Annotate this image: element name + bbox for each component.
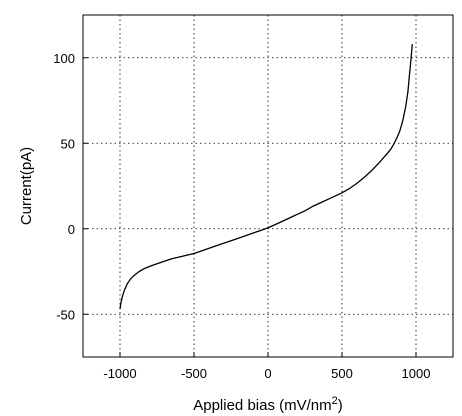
- y-tick-label: 0: [68, 222, 75, 237]
- x-tick-label: -1000: [103, 366, 136, 381]
- y-axis-label: Current(pA): [18, 147, 35, 225]
- x-tick-label: 0: [264, 366, 271, 381]
- x-axis-label-suffix: ): [338, 397, 343, 414]
- x-tick-label: 500: [331, 366, 353, 381]
- x-tick-label: 1000: [402, 366, 431, 381]
- plot-area: [119, 44, 413, 310]
- series-line: [119, 44, 413, 310]
- x-axis-label-text: Applied bias (mV/nm: [193, 397, 331, 414]
- x-tick-label: -500: [181, 366, 207, 381]
- y-tick-label: 100: [53, 51, 75, 66]
- y-tick-label: -50: [56, 307, 75, 322]
- y-tick-label: 50: [61, 136, 75, 151]
- x-axis-label: Applied bias (mV/nm2): [193, 395, 343, 414]
- x-axis-label-superscript: 2: [332, 395, 338, 407]
- grid: [83, 15, 453, 357]
